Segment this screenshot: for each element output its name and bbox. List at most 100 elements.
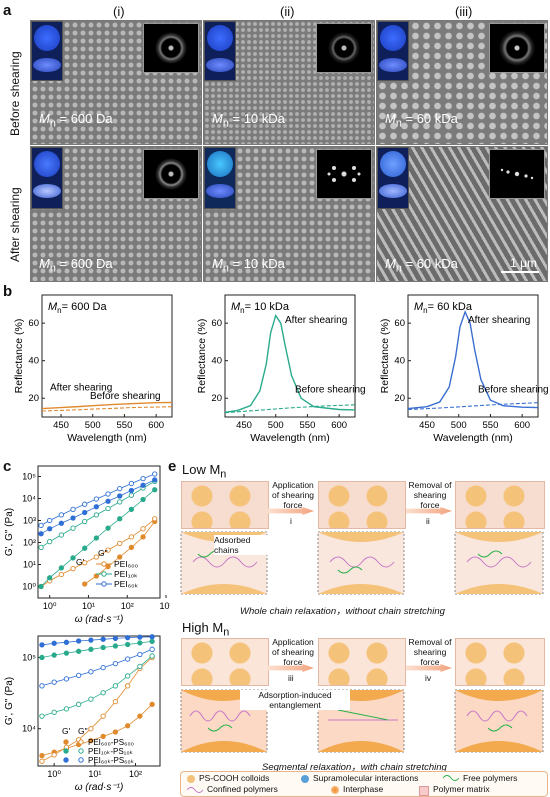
x-tick-label: 450 — [419, 420, 435, 431]
data-point — [76, 672, 82, 679]
mn-label: Mn = 60 kDa — [385, 111, 458, 130]
legend-supramolecular: Supramolecular interactions — [313, 773, 419, 783]
x-tick-label: 10⁰ — [43, 601, 57, 611]
legend-header-gdouble: G" — [78, 726, 88, 736]
data-point — [100, 664, 106, 671]
data-point — [149, 701, 155, 707]
after-shearing-line — [224, 313, 356, 413]
legend-confined: Confined polymers — [207, 784, 278, 794]
panel-a-letter: a — [3, 2, 12, 19]
data-point — [105, 498, 111, 504]
legend-marker — [78, 739, 84, 745]
data-point — [82, 509, 88, 516]
y-tick-label: 40 — [394, 356, 405, 367]
matrix-legend-icon — [419, 786, 429, 796]
legend-marker — [101, 571, 107, 577]
data-point — [149, 638, 155, 645]
data-point — [47, 517, 53, 524]
data-point — [51, 709, 57, 715]
data-point — [117, 499, 123, 505]
y-tick-label: 10² — [23, 537, 36, 547]
legend-header-gprime: G' — [76, 557, 85, 567]
legend-label: PEI₆₀ₖ — [114, 579, 139, 589]
data-point — [112, 698, 119, 705]
remove-label-low: Removal of shearing force — [408, 480, 452, 510]
x-tick-label: 450 — [53, 420, 69, 431]
plot-frame — [37, 465, 161, 599]
data-point — [76, 638, 82, 644]
series-line — [41, 655, 153, 717]
legend-header-gprime: G' — [62, 726, 71, 736]
after-shearing-label: After shearing — [468, 315, 530, 326]
data-point — [124, 723, 131, 729]
colloid-box-low-2 — [318, 481, 406, 529]
data-point — [124, 634, 131, 641]
data-point — [82, 501, 88, 507]
x-tick-label: 10⁰ — [47, 769, 61, 779]
legend-label: PEI₁₀ₖ-PS₁₀ₖ — [88, 747, 133, 756]
panel-b-letter: b — [3, 283, 13, 300]
data-point — [93, 535, 100, 541]
data-point — [137, 640, 143, 646]
before-shearing-line — [41, 406, 173, 412]
data-point — [105, 525, 111, 531]
sem-after-600: Mn = 600 Da — [30, 146, 202, 282]
series-line — [41, 636, 153, 646]
interphase-legend-icon — [331, 786, 339, 794]
mn-label: Mn = 600 Da — [39, 111, 113, 130]
x-tick-label: 10² — [129, 769, 142, 779]
data-point — [100, 733, 106, 740]
legend-matrix: Polymer matrix — [433, 784, 490, 794]
data-point — [82, 581, 88, 587]
data-point — [88, 669, 94, 675]
data-point — [38, 522, 44, 529]
photo-inset — [377, 21, 409, 81]
data-point — [76, 701, 82, 707]
x-tick-label: 500 — [268, 420, 284, 431]
data-point — [124, 683, 131, 689]
data-point — [88, 696, 94, 702]
step-i: i — [290, 516, 292, 526]
fft-inset — [316, 149, 372, 199]
data-point — [112, 635, 119, 642]
data-point — [100, 636, 106, 642]
y-tick-label: 60 — [28, 318, 39, 329]
series-line — [41, 648, 153, 687]
colloid-box-high-2 — [318, 638, 406, 686]
before-shearing-line — [407, 402, 539, 411]
y-axis-label: Reflectance (%) — [196, 319, 208, 394]
legend-marker — [101, 581, 107, 587]
colloid-box-low-3 — [455, 481, 545, 529]
data-point — [51, 652, 57, 658]
sem-after-10k: Mn = 10 kDa — [203, 146, 375, 282]
arrow-low-2 — [406, 507, 452, 515]
y-tick-label: 10⁵ — [22, 652, 36, 662]
data-point — [137, 713, 143, 719]
mn-label: Mn = 600 Da — [39, 256, 113, 275]
column-label-iii: (iii) — [455, 4, 473, 19]
data-point — [58, 571, 64, 578]
series-line — [41, 641, 153, 658]
data-point — [76, 648, 82, 654]
data-point — [128, 492, 135, 498]
x-tick-label: 450 — [236, 420, 252, 431]
data-point — [88, 738, 94, 744]
data-point — [117, 554, 123, 560]
y-tick-label: 20 — [394, 393, 405, 404]
data-point — [63, 676, 70, 682]
y-axis-label: Reflectance (%) — [13, 319, 25, 394]
y-tick-label: 40 — [211, 356, 222, 367]
fft-inset — [143, 149, 199, 199]
data-point — [58, 565, 64, 571]
data-point — [140, 475, 146, 482]
scale-bar-label: 1 μm — [510, 256, 537, 270]
data-point — [117, 516, 123, 522]
before-shearing-label: Before shearing — [90, 391, 161, 402]
data-point — [47, 575, 53, 581]
data-point — [88, 637, 94, 643]
data-point — [63, 650, 70, 656]
data-point — [39, 713, 45, 719]
data-point — [149, 653, 155, 659]
data-point — [105, 491, 111, 497]
data-point — [117, 493, 123, 499]
